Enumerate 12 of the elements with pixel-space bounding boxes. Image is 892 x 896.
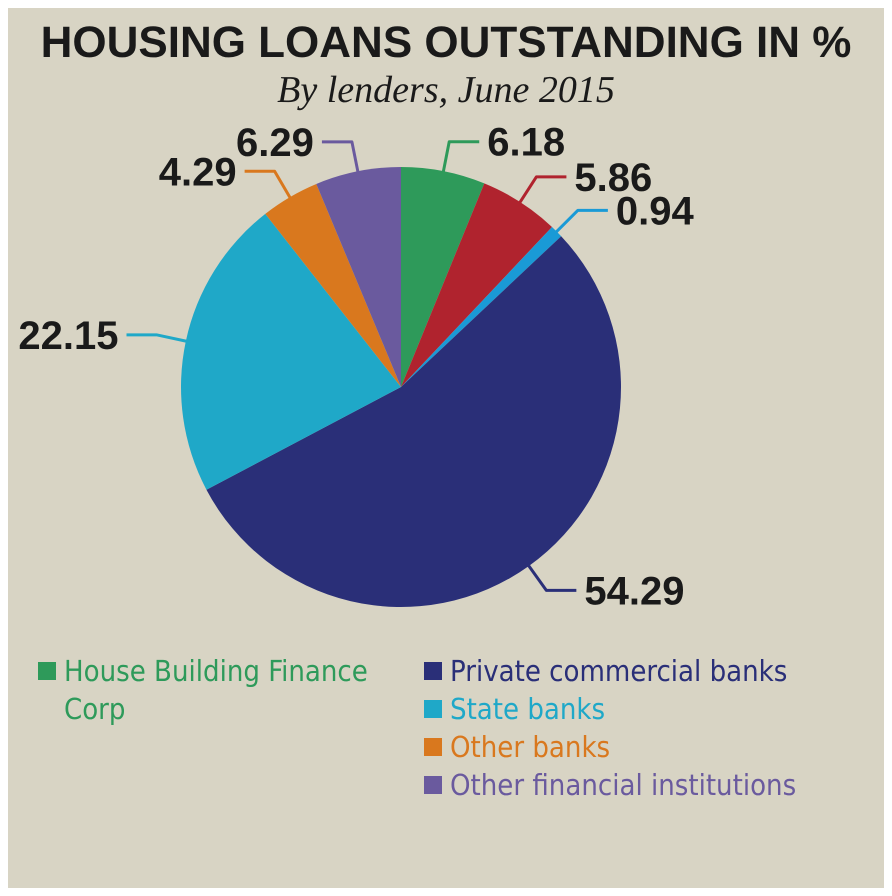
legend-label: State banks [450,691,606,728]
chart-title: HOUSING LOANS OUTSTANDING IN % [40,17,852,68]
data-label: 6.18 [487,120,566,165]
data-label: 6.29 [236,120,314,165]
chart-subtitle: By lenders, June 2015 [276,68,616,112]
legend-label: House Building Finance Corp [64,653,369,728]
data-label: 54.29 [584,569,684,614]
data-label: 4.29 [158,150,237,194]
legend-label: Other banks [450,729,610,766]
legend-label: Other financial institutions [450,767,796,804]
data-label: 22.15 [18,314,118,358]
legend-label: Private commercial banks [450,653,788,690]
